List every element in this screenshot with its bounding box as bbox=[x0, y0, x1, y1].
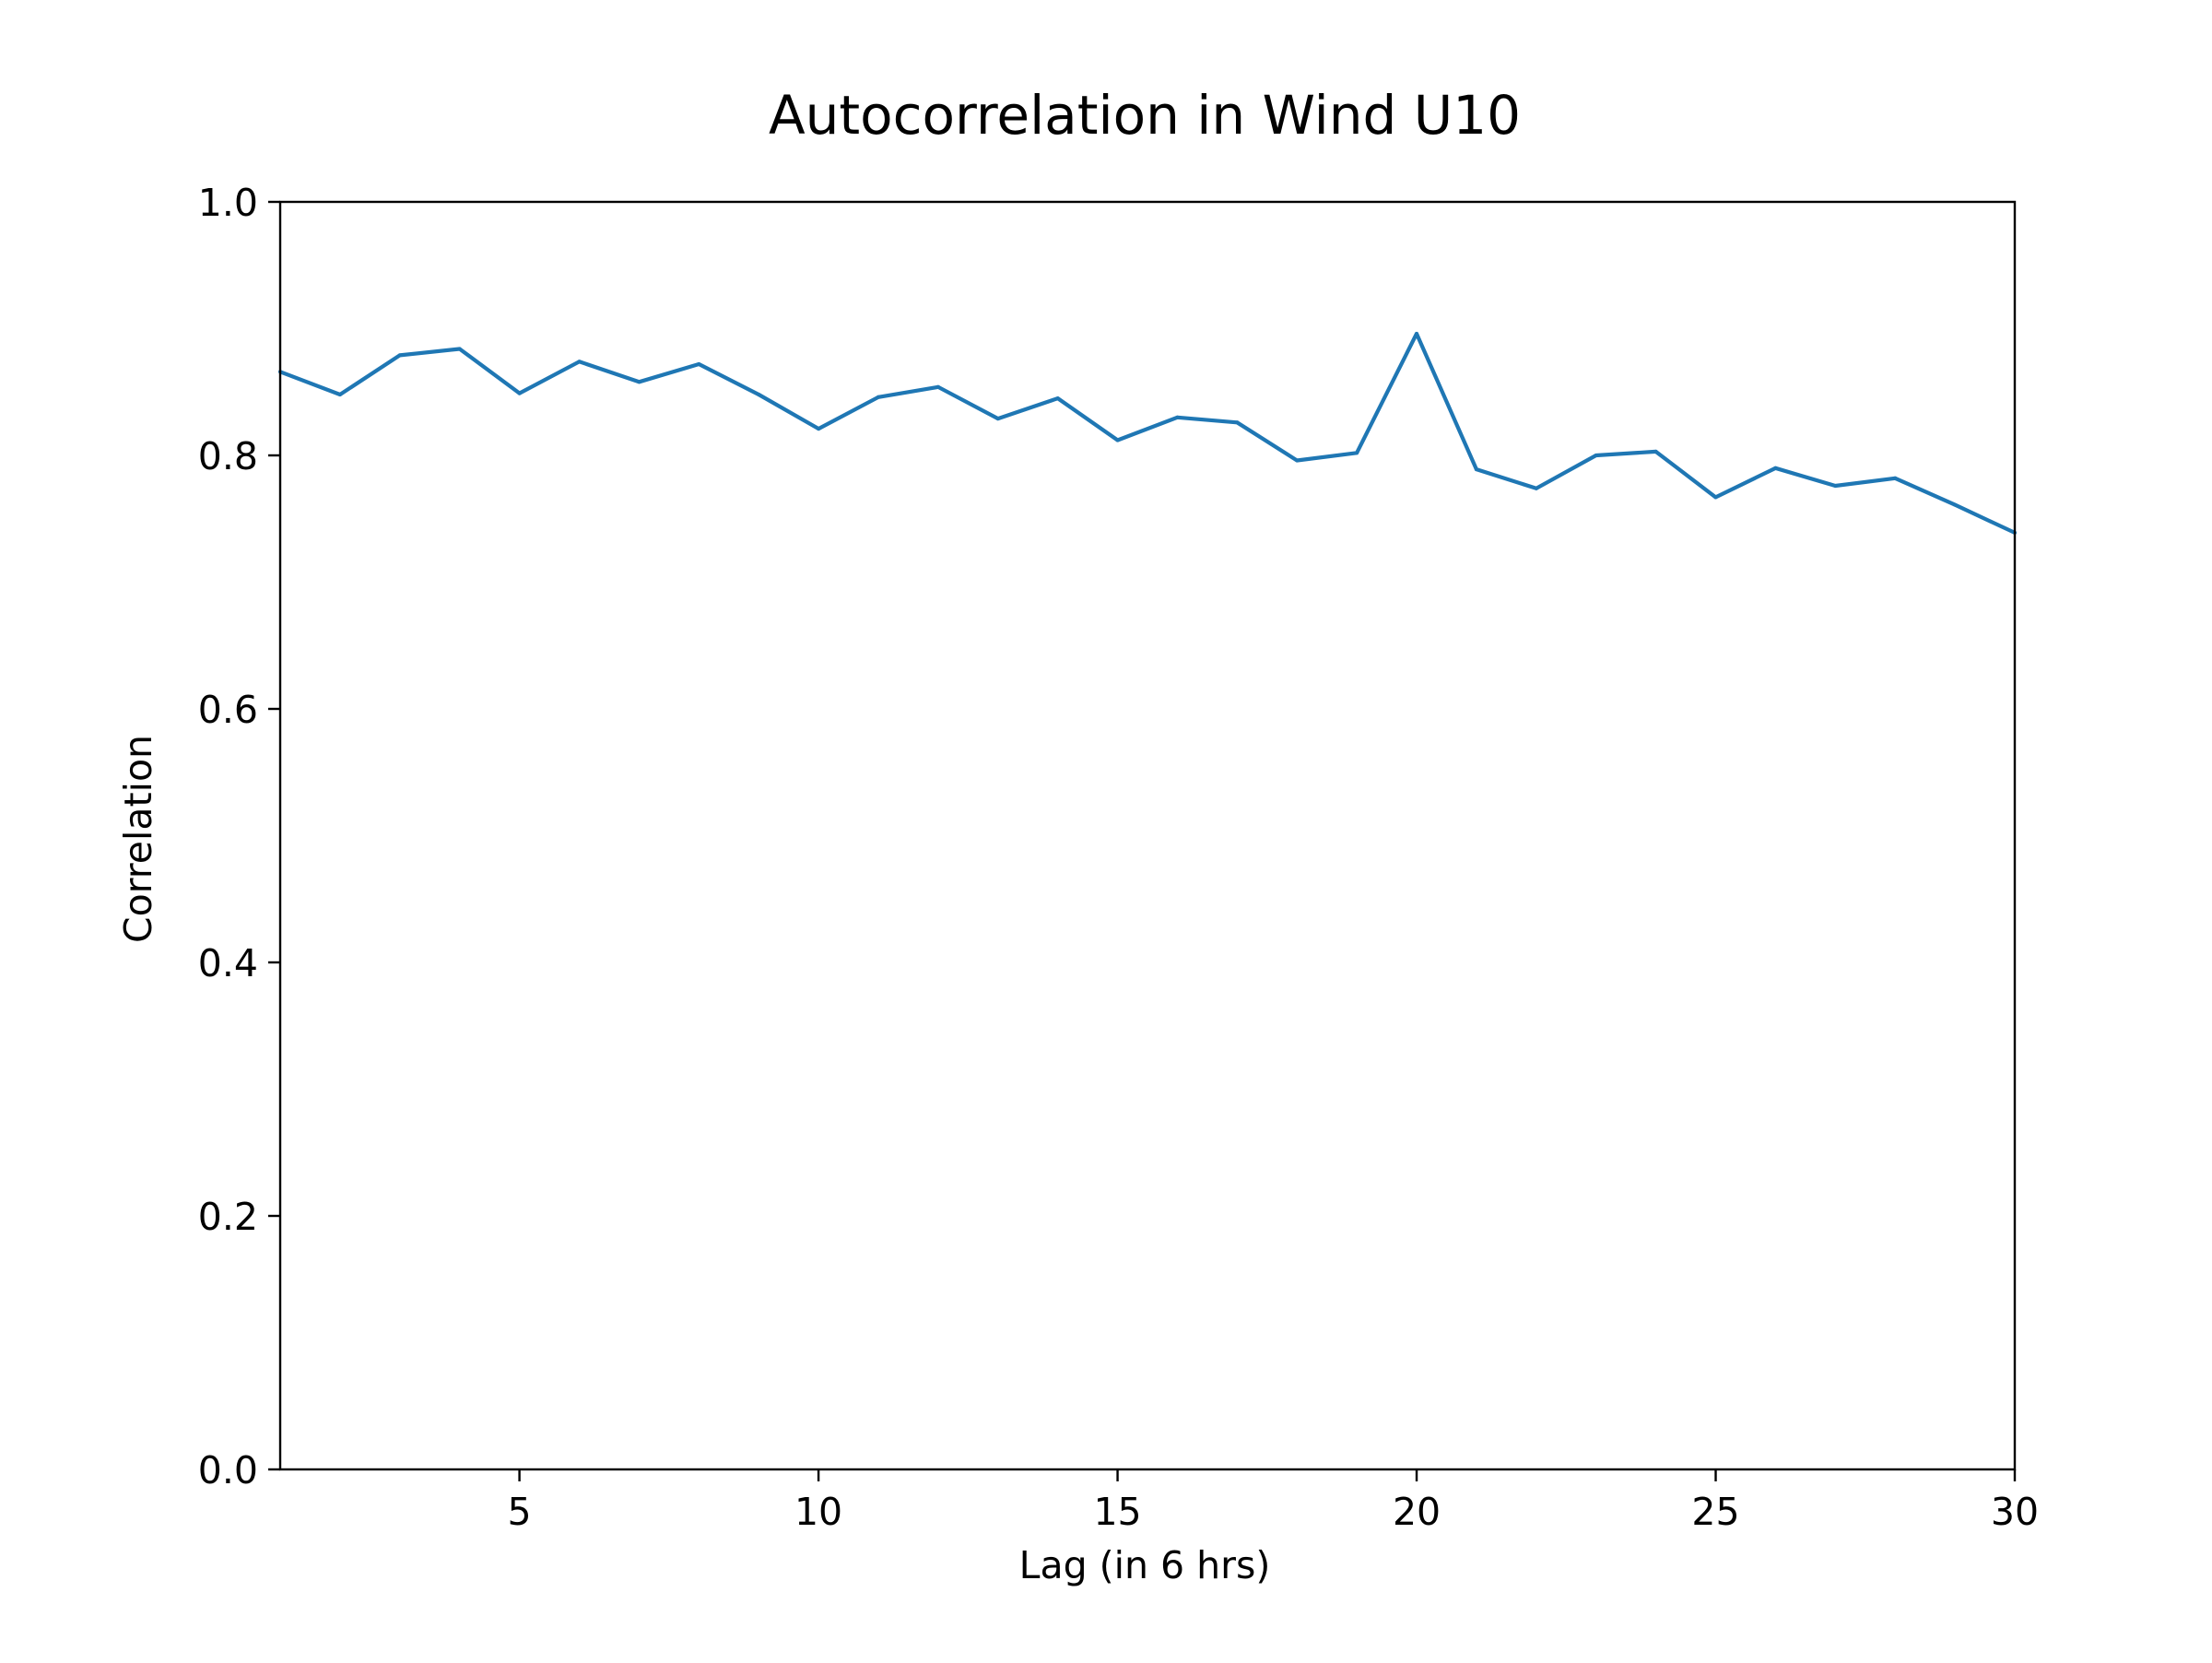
data-point bbox=[1833, 484, 1838, 488]
data-point bbox=[1295, 458, 1300, 463]
data-point bbox=[697, 362, 701, 366]
x-tick-label: 25 bbox=[1691, 1490, 1739, 1534]
y-tick-label: 0.2 bbox=[198, 1195, 258, 1239]
data-point bbox=[1773, 466, 1778, 470]
data-point bbox=[935, 384, 940, 389]
x-tick-label: 15 bbox=[1093, 1490, 1141, 1534]
x-tick-label: 5 bbox=[508, 1490, 532, 1534]
chart-title: Autocorrelation in Wind U10 bbox=[769, 84, 1521, 147]
plot-frame bbox=[278, 200, 2017, 1471]
data-point bbox=[397, 353, 402, 358]
data-point bbox=[517, 391, 522, 395]
data-point bbox=[1055, 396, 1060, 401]
y-tick-label: 0.6 bbox=[198, 688, 258, 732]
y-axis-ticks: 0.0 0.2 0.4 0.6 0.8 1.0 bbox=[198, 181, 280, 1492]
y-tick-label: 0.0 bbox=[198, 1448, 258, 1492]
y-tick-label: 1.0 bbox=[198, 181, 258, 225]
data-point bbox=[1534, 486, 1538, 490]
x-axis-ticks: 5 10 15 20 25 30 bbox=[508, 1469, 2039, 1534]
data-point bbox=[1653, 449, 1658, 454]
data-point bbox=[817, 427, 821, 431]
data-point bbox=[757, 393, 761, 396]
data-point bbox=[457, 347, 462, 351]
data-point bbox=[1594, 454, 1598, 457]
data-point bbox=[637, 380, 641, 384]
data-point bbox=[1474, 467, 1478, 472]
data-point bbox=[1355, 451, 1359, 455]
series-line bbox=[279, 331, 2016, 535]
data-point bbox=[337, 393, 342, 396]
data-point bbox=[1953, 502, 1958, 507]
x-tick-label: 30 bbox=[1991, 1490, 2039, 1534]
data-point bbox=[1175, 415, 1180, 419]
data-point bbox=[1415, 332, 1419, 336]
y-tick-label: 0.4 bbox=[198, 941, 258, 985]
data-point bbox=[876, 395, 880, 399]
y-axis-label: Correlation bbox=[116, 735, 160, 943]
data-point bbox=[1235, 420, 1240, 425]
x-tick-label: 10 bbox=[794, 1490, 842, 1534]
data-point bbox=[577, 360, 582, 364]
data-point bbox=[1713, 495, 1718, 500]
data-point bbox=[1893, 476, 1898, 480]
y-tick-label: 0.8 bbox=[198, 434, 258, 478]
x-axis-label: Lag (in 6 hrs) bbox=[1019, 1543, 1271, 1587]
x-tick-label: 20 bbox=[1393, 1490, 1441, 1534]
data-point bbox=[1115, 438, 1120, 442]
data-point bbox=[995, 417, 1000, 421]
